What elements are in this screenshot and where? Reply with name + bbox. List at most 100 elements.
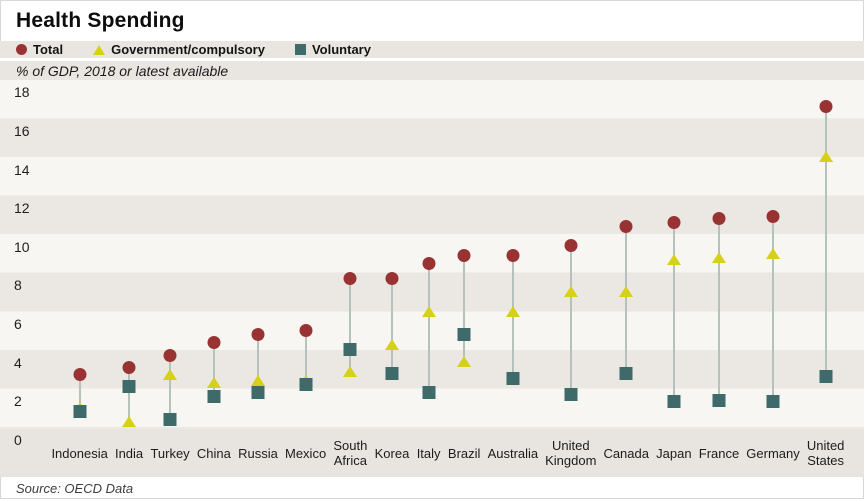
chart-column: Italy: [413, 80, 444, 477]
connector-line: [511, 255, 514, 379]
connector-line: [304, 330, 307, 385]
connector-line: [169, 355, 172, 420]
chart-column: Brazil: [444, 80, 484, 477]
government-marker: [206, 377, 221, 389]
total-marker: [506, 248, 520, 262]
total-marker: [73, 368, 87, 382]
connector-line: [718, 218, 720, 401]
chart-column: Germany: [743, 80, 803, 477]
government-marker: [163, 369, 178, 381]
column-marks: [413, 80, 444, 429]
x-axis-band: [0, 429, 864, 477]
government-marker: [818, 151, 833, 163]
chart-column: Japan: [653, 80, 696, 477]
x-axis-label: Canada: [603, 445, 649, 461]
voluntary-marker: [457, 327, 471, 341]
column-marks: [235, 80, 282, 429]
voluntary-marker: [122, 380, 136, 394]
connector-line: [824, 106, 827, 377]
chart-column: India: [111, 80, 147, 477]
government-marker: [505, 305, 520, 317]
y-axis-label: 0: [14, 431, 22, 448]
column-marks: [653, 80, 696, 429]
y-axis-label: 14: [14, 161, 30, 178]
x-axis-label: Germany: [746, 445, 800, 461]
page-title: Health Spending: [16, 8, 185, 32]
chart-subtitle-row: % of GDP, 2018 or latest available: [0, 61, 864, 80]
chart-column: Australia: [484, 80, 542, 477]
legend-item-total: Total: [16, 42, 63, 57]
total-marker: [251, 327, 265, 341]
voluntary-marker: [564, 387, 578, 401]
x-axis-label: Korea: [374, 445, 410, 461]
government-marker: [666, 253, 681, 265]
x-axis-label: Russia: [238, 445, 278, 461]
legend-item-government: Government/compulsory: [93, 42, 265, 57]
voluntary-marker: [251, 385, 265, 399]
x-axis-label: United States: [806, 438, 845, 468]
government-marker: [563, 286, 578, 298]
column-marks: [48, 80, 111, 429]
legend-label: Government/compulsory: [111, 42, 265, 57]
voluntary-marker: [207, 389, 221, 403]
connector-line: [672, 222, 675, 402]
x-axis-label: China: [196, 445, 231, 461]
legend-label: Voluntary: [311, 42, 371, 57]
voluntary-marker: [163, 412, 177, 426]
chart-column: Turkey: [147, 80, 193, 477]
dot-range-chart: 0 2 4 6 8 10 12 14 16 18 Indonesia India Turkey Chin…: [0, 80, 864, 477]
divider: [0, 58, 864, 61]
y-axis-label: 10: [14, 238, 30, 255]
voluntary-marker: [506, 372, 520, 386]
column-marks: [803, 80, 848, 429]
government-marker: [421, 305, 436, 317]
connector-line: [463, 255, 466, 362]
x-axis-label: Turkey: [150, 445, 190, 461]
voluntary-marker: [343, 343, 357, 357]
government-marker: [712, 251, 726, 263]
total-circle-icon: [16, 44, 27, 55]
chart-header: Health Spending: [0, 0, 864, 41]
x-axis-label: Brazil: [447, 445, 481, 461]
total-marker: [766, 210, 780, 224]
total-marker: [619, 219, 633, 233]
plot-columns: Indonesia India Turkey China Russia Mexico Sou…: [48, 80, 848, 477]
y-axis-label: 8: [14, 277, 22, 294]
government-marker: [384, 338, 399, 350]
column-marks: [330, 80, 371, 429]
voluntary-marker: [712, 393, 726, 407]
column-marks: [147, 80, 193, 429]
column-marks: [600, 80, 653, 429]
chart-footer: Source: OECD Data: [0, 477, 864, 499]
total-marker: [564, 239, 578, 253]
voluntary-marker: [667, 395, 681, 409]
total-marker: [299, 324, 313, 338]
chart-subtitle: % of GDP, 2018 or latest available: [16, 62, 229, 79]
source-note: Source: OECD Data: [16, 480, 134, 496]
total-marker: [422, 256, 436, 270]
x-axis-label: France: [698, 445, 740, 461]
x-axis-label: Japan: [656, 445, 692, 461]
connector-line: [772, 216, 775, 402]
voluntary-square-icon: [294, 44, 306, 55]
column-marks: [743, 80, 803, 429]
voluntary-marker: [73, 405, 87, 419]
chart-column: Mexico: [281, 80, 329, 477]
y-axis-label: 12: [14, 200, 30, 217]
column-marks: [444, 80, 484, 429]
chart-legend: Total Government/compulsory Voluntary: [0, 41, 864, 58]
column-marks: [111, 80, 147, 429]
connector-line: [427, 263, 430, 393]
voluntary-marker: [766, 395, 780, 409]
x-axis-label: Indonesia: [51, 445, 108, 461]
column-marks: [542, 80, 600, 429]
connector-line: [78, 374, 81, 412]
voluntary-marker: [819, 370, 833, 384]
chart-column: Canada: [600, 80, 653, 477]
total-marker: [457, 248, 471, 262]
connector-line: [128, 367, 131, 422]
government-marker: [457, 355, 472, 367]
chart-column: France: [695, 80, 743, 477]
x-axis-label: India: [114, 445, 144, 461]
legend-label: Total: [33, 42, 64, 57]
